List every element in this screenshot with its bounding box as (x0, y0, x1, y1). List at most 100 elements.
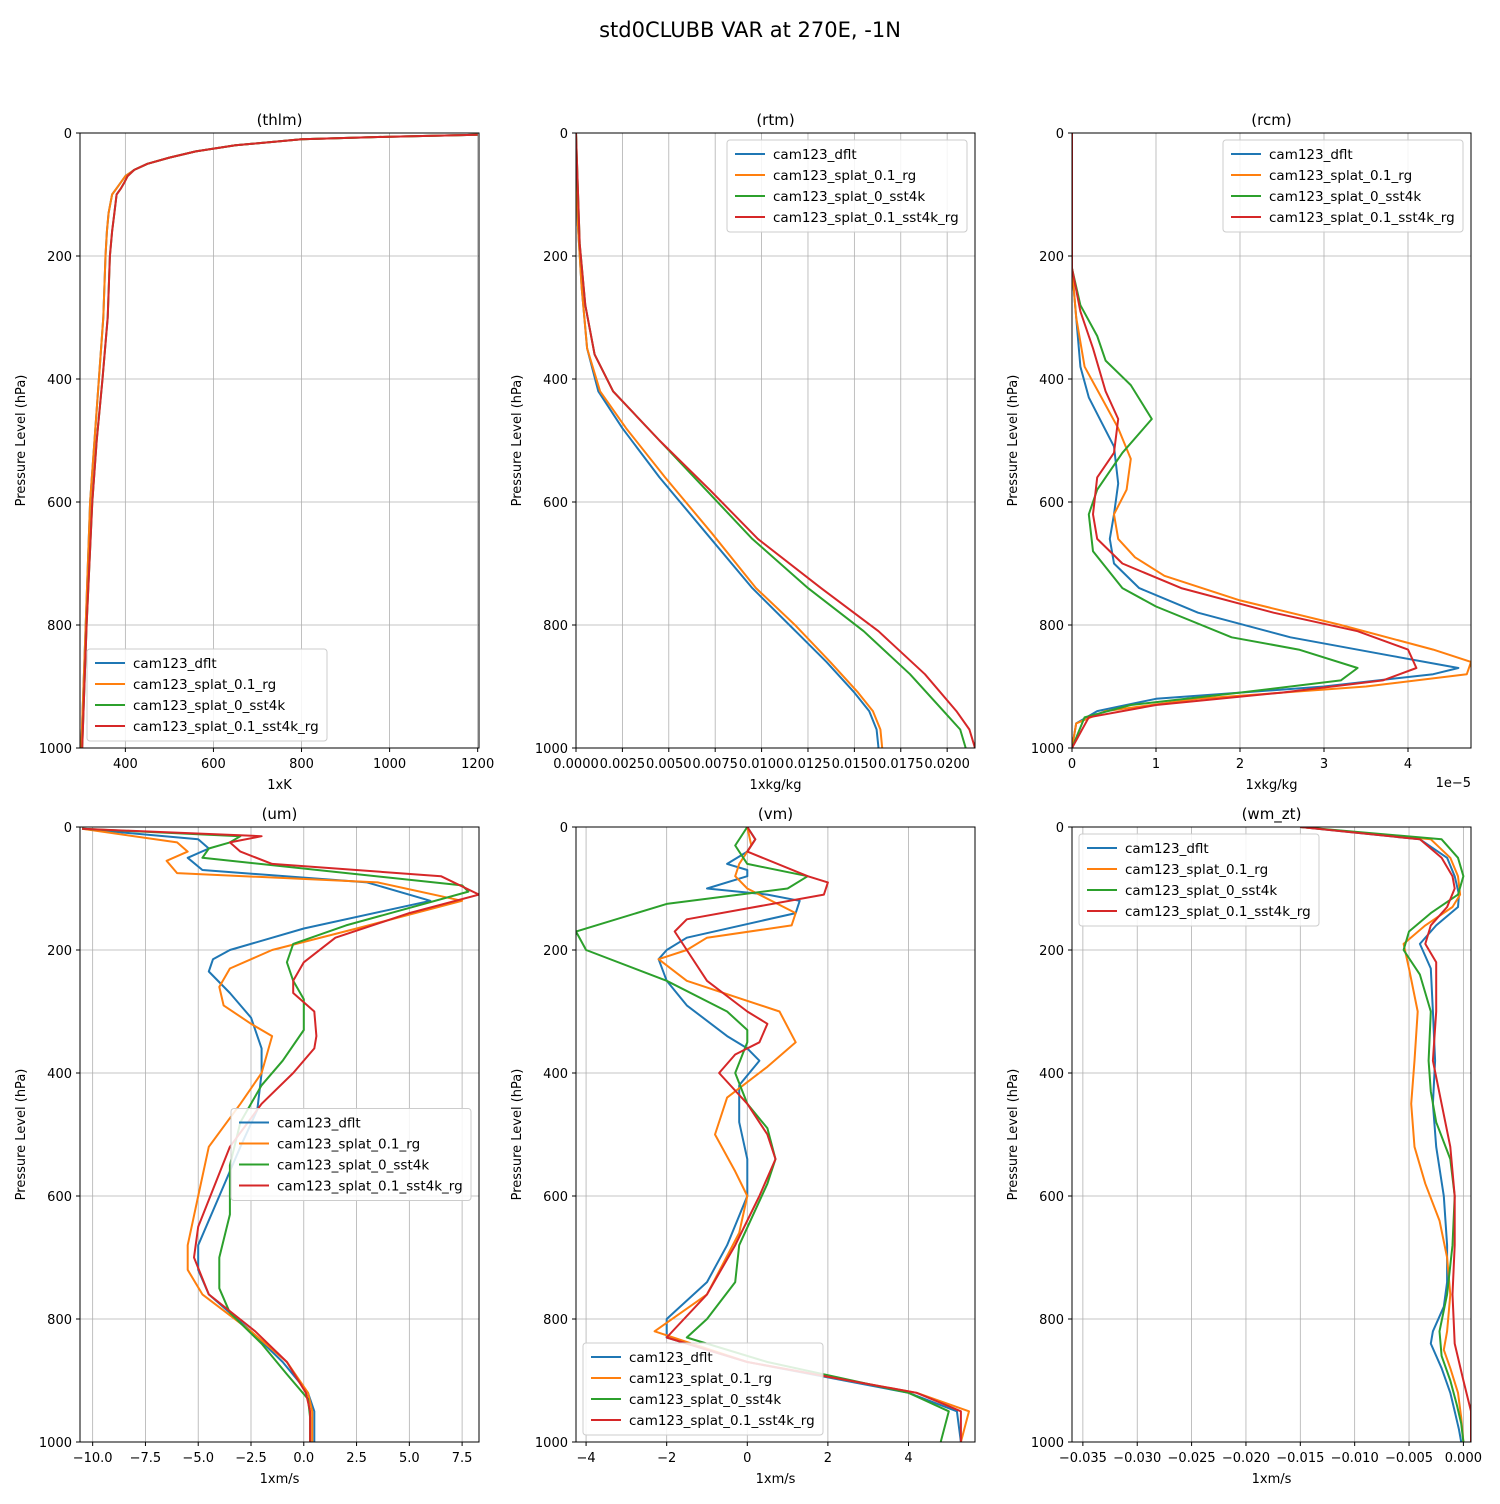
series-group (576, 827, 970, 1442)
y-tick-label: 200 (543, 944, 568, 959)
legend: cam123_dflt cam123_splat_0.1_rg cam123_spl… (86, 648, 328, 742)
x-tick-label: 0.0050 (646, 757, 692, 772)
legend-box (726, 139, 968, 233)
legend-label: cam123_splat_0_sst4k (133, 698, 285, 714)
panel-thlm: 400 600 800 1000 1200 0 200 400 600 800 1000 (thlm)… (14, 111, 494, 793)
x-tick-label: 0 (1068, 757, 1076, 772)
y-tick-label: 0 (560, 821, 568, 836)
legend-label: cam123_splat_0.1_rg (1269, 168, 1412, 184)
x-tick-label: −0.020 (1222, 1451, 1270, 1466)
legend-label: cam123_dflt (1269, 147, 1353, 163)
legend-label: cam123_splat_0.1_sst4k_rg (277, 1179, 463, 1195)
axes-frame (79, 826, 480, 1443)
panel-rcm: 0 1 2 3 4 0 200 400 600 800 1000 (rcm) 1xkg/kg Pressu… (1006, 111, 1472, 793)
legend-label: cam123_splat_0_sst4k (1269, 189, 1421, 205)
y-tick-label: 400 (543, 373, 568, 388)
x-axis-label: 1xK (267, 778, 292, 793)
series-line-cam123_splat_0.1_rg (576, 133, 884, 748)
y-axis-label: Pressure Level (hPa) (14, 375, 29, 507)
y-tick-label: 400 (47, 373, 72, 388)
legend-label: cam123_splat_0_sst4k (1125, 883, 1277, 899)
series-group (80, 133, 478, 748)
y-tick-label: 800 (543, 1313, 568, 1328)
legend: cam123_dflt cam123_splat_0.1_rg cam123_spl… (1222, 139, 1464, 233)
legend-label: cam123_splat_0.1_sst4k_rg (773, 210, 959, 226)
y-tick-label: 0 (64, 127, 72, 142)
series-group (1072, 133, 1471, 748)
x-tick-label: −5.0 (182, 1451, 214, 1466)
x-tick-label: 0.0025 (600, 757, 646, 772)
x-axis-label: 1xm/s (756, 1472, 796, 1487)
legend-label: cam123_splat_0.1_sst4k_rg (133, 719, 319, 735)
y-tick-label: 600 (47, 496, 72, 511)
y-tick-label: 0 (1056, 127, 1064, 142)
x-tick-label: 0.000 (1445, 1451, 1482, 1466)
panel-title: (um) (262, 805, 298, 823)
y-tick-label: 400 (543, 1067, 568, 1082)
y-tick-label: 800 (543, 619, 568, 634)
y-tick-label: 200 (47, 944, 72, 959)
x-axis-label: 1xm/s (260, 1472, 300, 1487)
panels: 400 600 800 1000 120002004006008001000(thlm)… (14, 111, 1482, 1487)
y-tick-label: 200 (543, 250, 568, 265)
series-group (1300, 827, 1471, 1442)
legend-label: cam123_splat_0.1_rg (773, 168, 916, 184)
legend-label: cam123_splat_0.1_rg (629, 1371, 772, 1387)
y-tick-label: 800 (1039, 619, 1064, 634)
panel-title: (rtm) (756, 111, 794, 129)
legend-box (582, 1342, 824, 1436)
legend-label: cam123_dflt (773, 147, 857, 163)
y-axis-label: Pressure Level (hPa) (14, 1069, 29, 1201)
x-tick-label: 2 (824, 1451, 832, 1466)
legend-label: cam123_splat_0.1_sst4k_rg (1125, 904, 1311, 920)
y-tick-label: 1000 (535, 742, 568, 757)
x-tick-label: 0.0000 (553, 757, 599, 772)
series-line-cam123_splat_0.1_sst4k_rg (665, 827, 962, 1442)
y-axis-label: Pressure Level (hPa) (510, 375, 525, 507)
y-axis-label: Pressure Level (hPa) (1006, 1069, 1021, 1201)
y-tick-label: 600 (543, 1190, 568, 1205)
legend-label: cam123_dflt (133, 656, 217, 672)
legend-label: cam123_splat_0.1_rg (1125, 862, 1268, 878)
x-tick-label: 2 (1236, 757, 1244, 772)
x-tick-label: 1 (1152, 757, 1160, 772)
x-offset-label: 1e−5 (1436, 776, 1471, 791)
legend-box (1222, 139, 1464, 233)
series-line-cam123_splat_0.1_rg (653, 827, 970, 1442)
panel-rtm: 0.0000 0.0025 0.0050 0.0075 0.0100 0.0125 0.01… (510, 111, 976, 793)
legend-box (230, 1108, 472, 1201)
legend-label: cam123_splat_0_sst4k (277, 1158, 429, 1174)
legend-box (86, 648, 328, 742)
x-tick-label: 5.0 (399, 1451, 420, 1466)
panel-title: (thlm) (257, 111, 303, 129)
legend-box (1078, 833, 1320, 927)
y-tick-label: 800 (47, 619, 72, 634)
y-tick-label: 200 (1039, 250, 1064, 265)
y-tick-label: 600 (1039, 496, 1064, 511)
panel-wm_zt: −0.035 −0.030 −0.025 −0.020 −0.015 −0.010 −0.0… (1006, 805, 1482, 1487)
y-tick-label: 1000 (39, 742, 72, 757)
x-tick-label: −4 (576, 1451, 595, 1466)
x-tick-label: 7.5 (452, 1451, 473, 1466)
y-tick-label: 0 (560, 127, 568, 142)
legend: cam123_dflt cam123_splat_0.1_rg cam123_spl… (582, 1342, 824, 1436)
x-axis-label: 1xkg/kg (750, 778, 802, 793)
y-tick-label: 600 (47, 1190, 72, 1205)
x-tick-label: −0.010 (1331, 1451, 1379, 1466)
y-tick-label: 1000 (535, 1436, 568, 1451)
legend-label: cam123_splat_0.1_sst4k_rg (1269, 210, 1455, 226)
x-tick-label: −0.035 (1059, 1451, 1107, 1466)
legend: cam123_dflt cam123_splat_0.1_rg cam123_spl… (230, 1108, 472, 1201)
y-axis-label: Pressure Level (hPa) (1006, 375, 1021, 507)
x-tick-label: −2.5 (235, 1451, 267, 1466)
y-tick-label: 0 (64, 821, 72, 836)
x-tick-label: 0.0125 (785, 757, 831, 772)
y-axis-label: Pressure Level (hPa) (510, 1069, 525, 1201)
legend-label: cam123_dflt (629, 1350, 713, 1366)
y-tick-label: 200 (47, 250, 72, 265)
x-tick-label: 4 (1404, 757, 1412, 772)
x-tick-label: −0.025 (1168, 1451, 1216, 1466)
legend-label: cam123_splat_0.1_sst4k_rg (629, 1413, 815, 1429)
